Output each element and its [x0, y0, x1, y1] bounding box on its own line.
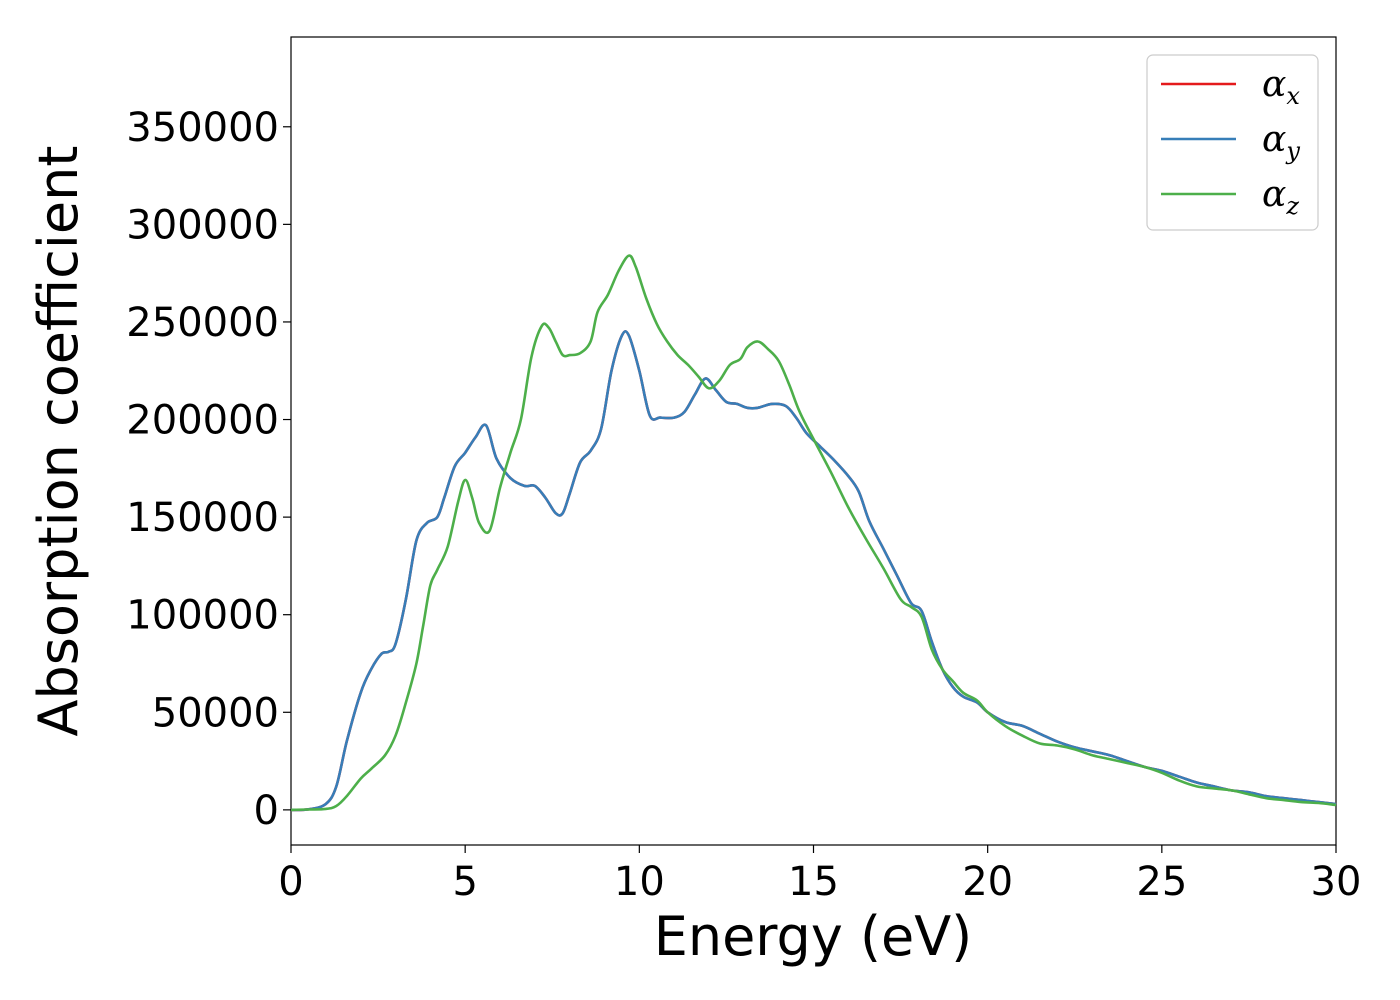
y-tick-label: 0: [254, 788, 279, 834]
x-axis-title: Energy (eV): [654, 905, 973, 968]
series-line-alpha-x: [290, 329, 1337, 812]
y-tick-label: 200000: [126, 398, 279, 444]
x-tick-label: 25: [1136, 859, 1187, 905]
x-tick-label: 30: [1311, 859, 1362, 905]
y-axis-title: Absorption coefficient: [27, 146, 90, 737]
y-tick-label: 250000: [126, 300, 279, 346]
x-tick-label: 5: [452, 859, 477, 905]
x-tick-label: 20: [962, 859, 1013, 905]
y-axis: 0 50000 100000 150000 200000 250000 300000 3500…: [126, 105, 291, 834]
y-tick-label: 150000: [126, 495, 279, 541]
legend-label-alpha-z: αz: [1262, 174, 1299, 220]
x-tick-label: 15: [788, 859, 839, 905]
legend: αx αy αz: [1146, 54, 1319, 231]
legend-box: [1146, 54, 1319, 231]
series-line-alpha-y: [290, 329, 1337, 812]
series-layer: [290, 254, 1337, 812]
x-tick-label: 10: [614, 859, 665, 905]
y-tick-label: 300000: [126, 202, 279, 248]
series-line-alpha-z: [290, 254, 1337, 812]
x-tick-label: 0: [278, 859, 303, 905]
y-tick-label: 100000: [126, 593, 279, 639]
y-tick-label: 350000: [126, 105, 279, 151]
legend-label-alpha-x: αx: [1262, 64, 1300, 110]
legend-label-alpha-y: αy: [1262, 119, 1300, 165]
y-tick-label: 50000: [152, 690, 279, 736]
x-axis: 0 5 10 15 20 25 30: [278, 845, 1361, 905]
